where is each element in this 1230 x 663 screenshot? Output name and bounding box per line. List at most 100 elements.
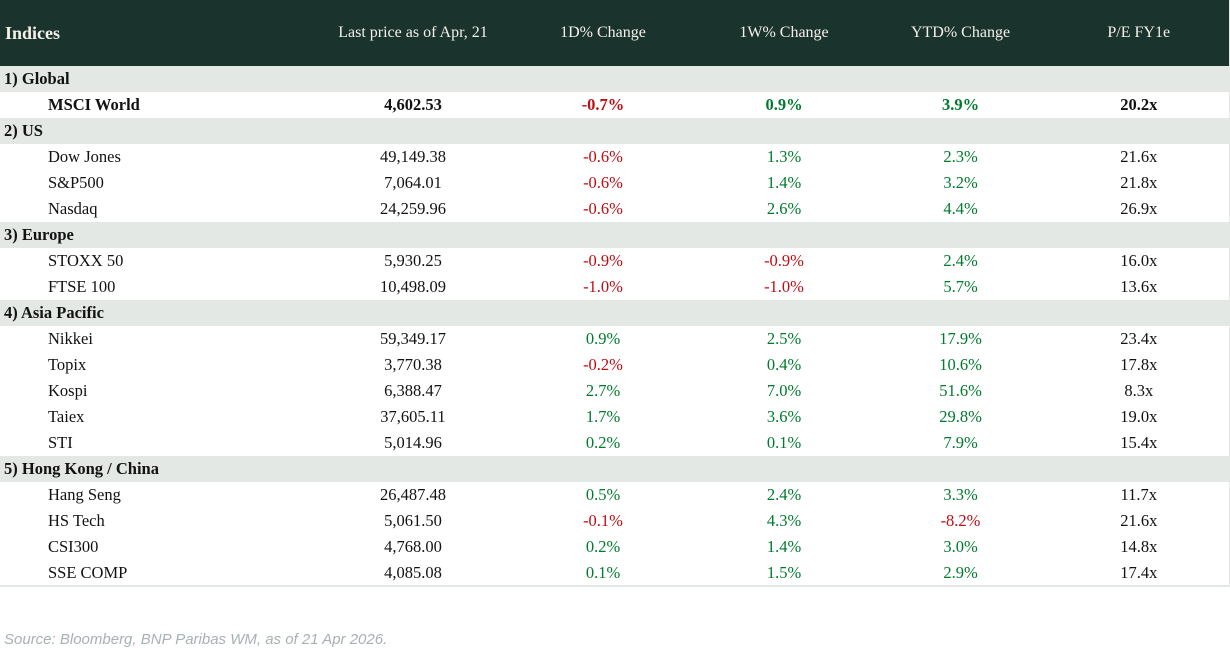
ytd-change: 29.8%: [872, 404, 1049, 430]
index-row: SSE COMP 4,085.08 0.1% 1.5% 2.9% 17.4x: [0, 560, 1230, 586]
1w-change: 2.6%: [696, 196, 872, 222]
ytd-change: 3.0%: [872, 534, 1049, 560]
index-name: S&P500: [0, 170, 316, 196]
index-name: Taiex: [0, 404, 316, 430]
pe-ratio: 21.8x: [1049, 170, 1230, 196]
index-row: HS Tech 5,061.50 -0.1% 4.3% -8.2% 21.6x: [0, 508, 1230, 534]
1d-change: 0.1%: [510, 560, 696, 586]
index-row: Nasdaq 24,259.96 -0.6% 2.6% 4.4% 26.9x: [0, 196, 1230, 222]
section-label: 3) Europe: [0, 222, 1230, 248]
pe-ratio: 26.9x: [1049, 196, 1230, 222]
pe-ratio: 16.0x: [1049, 248, 1230, 274]
pe-ratio: 11.7x: [1049, 482, 1230, 508]
1d-change: -0.6%: [510, 196, 696, 222]
1d-change: 1.7%: [510, 404, 696, 430]
section-row: 2) US: [0, 118, 1230, 144]
last-price: 4,602.53: [316, 92, 510, 118]
ytd-change: 10.6%: [872, 352, 1049, 378]
pe-ratio: 21.6x: [1049, 144, 1230, 170]
index-name: Kospi: [0, 378, 316, 404]
index-row: STOXX 50 5,930.25 -0.9% -0.9% 2.4% 16.0x: [0, 248, 1230, 274]
1d-change: -0.1%: [510, 508, 696, 534]
index-name: Hang Seng: [0, 482, 316, 508]
ytd-change: 4.4%: [872, 196, 1049, 222]
index-row: CSI300 4,768.00 0.2% 1.4% 3.0% 14.8x: [0, 534, 1230, 560]
1d-change: 2.7%: [510, 378, 696, 404]
pe-ratio: 20.2x: [1049, 92, 1230, 118]
ytd-change: 7.9%: [872, 430, 1049, 456]
ytd-change: -8.2%: [872, 508, 1049, 534]
section-label: 1) Global: [0, 66, 1230, 92]
1w-change: 1.4%: [696, 170, 872, 196]
1w-change: 7.0%: [696, 378, 872, 404]
header-row: Indices Last price as of Apr, 21 1D% Cha…: [0, 0, 1230, 66]
pe-ratio: 15.4x: [1049, 430, 1230, 456]
1w-change: 2.5%: [696, 326, 872, 352]
last-price: 6,388.47: [316, 378, 510, 404]
index-name: Nasdaq: [0, 196, 316, 222]
1w-change: 1.4%: [696, 534, 872, 560]
section-label: 4) Asia Pacific: [0, 300, 1230, 326]
pe-ratio: 17.8x: [1049, 352, 1230, 378]
index-name: Dow Jones: [0, 144, 316, 170]
1w-change: 2.4%: [696, 482, 872, 508]
table-body: 1) Global MSCI World 4,602.53 -0.7% 0.9% 3.9%…: [0, 66, 1230, 586]
index-row: Kospi 6,388.47 2.7% 7.0% 51.6% 8.3x: [0, 378, 1230, 404]
section-row: 4) Asia Pacific: [0, 300, 1230, 326]
last-price: 4,085.08: [316, 560, 510, 586]
1d-change: -0.6%: [510, 170, 696, 196]
last-price: 26,487.48: [316, 482, 510, 508]
last-price: 10,498.09: [316, 274, 510, 300]
ytd-change: 3.9%: [872, 92, 1049, 118]
index-row: STI 5,014.96 0.2% 0.1% 7.9% 15.4x: [0, 430, 1230, 456]
1w-change: -1.0%: [696, 274, 872, 300]
col-header-1d-change: 1D% Change: [510, 0, 696, 66]
1w-change: 1.5%: [696, 560, 872, 586]
pe-ratio: 13.6x: [1049, 274, 1230, 300]
1d-change: 0.5%: [510, 482, 696, 508]
index-row: MSCI World 4,602.53 -0.7% 0.9% 3.9% 20.2x: [0, 92, 1230, 118]
1d-change: 0.2%: [510, 534, 696, 560]
1w-change: 0.1%: [696, 430, 872, 456]
section-row: 5) Hong Kong / China: [0, 456, 1230, 482]
section-label: 5) Hong Kong / China: [0, 456, 1230, 482]
ytd-change: 2.4%: [872, 248, 1049, 274]
index-row: FTSE 100 10,498.09 -1.0% -1.0% 5.7% 13.6x: [0, 274, 1230, 300]
last-price: 4,768.00: [316, 534, 510, 560]
col-header-pe-fy1e: P/E FY1e: [1049, 0, 1230, 66]
ytd-change: 2.3%: [872, 144, 1049, 170]
last-price: 3,770.38: [316, 352, 510, 378]
source-note: Source: Bloomberg, BNP Paribas WM, as of…: [4, 631, 388, 648]
index-name: SSE COMP: [0, 560, 316, 586]
indices-table: Indices Last price as of Apr, 21 1D% Cha…: [0, 0, 1230, 587]
index-name: HS Tech: [0, 508, 316, 534]
1d-change: 0.2%: [510, 430, 696, 456]
section-row: 1) Global: [0, 66, 1230, 92]
index-name: MSCI World: [0, 92, 316, 118]
last-price: 5,014.96: [316, 430, 510, 456]
col-header-indices: Indices: [0, 0, 316, 66]
index-name: Nikkei: [0, 326, 316, 352]
pe-ratio: 23.4x: [1049, 326, 1230, 352]
index-name: FTSE 100: [0, 274, 316, 300]
pe-ratio: 14.8x: [1049, 534, 1230, 560]
ytd-change: 2.9%: [872, 560, 1049, 586]
index-row: Dow Jones 49,149.38 -0.6% 1.3% 2.3% 21.6x: [0, 144, 1230, 170]
1w-change: 1.3%: [696, 144, 872, 170]
index-name: Topix: [0, 352, 316, 378]
section-row: 3) Europe: [0, 222, 1230, 248]
1d-change: -0.7%: [510, 92, 696, 118]
1w-change: -0.9%: [696, 248, 872, 274]
ytd-change: 17.9%: [872, 326, 1049, 352]
1d-change: 0.9%: [510, 326, 696, 352]
index-row: Nikkei 59,349.17 0.9% 2.5% 17.9% 23.4x: [0, 326, 1230, 352]
index-name: CSI300: [0, 534, 316, 560]
col-header-last-price: Last price as of Apr, 21: [316, 0, 510, 66]
last-price: 24,259.96: [316, 196, 510, 222]
ytd-change: 3.3%: [872, 482, 1049, 508]
1w-change: 4.3%: [696, 508, 872, 534]
1d-change: -1.0%: [510, 274, 696, 300]
ytd-change: 5.7%: [872, 274, 1049, 300]
last-price: 5,930.25: [316, 248, 510, 274]
last-price: 49,149.38: [316, 144, 510, 170]
